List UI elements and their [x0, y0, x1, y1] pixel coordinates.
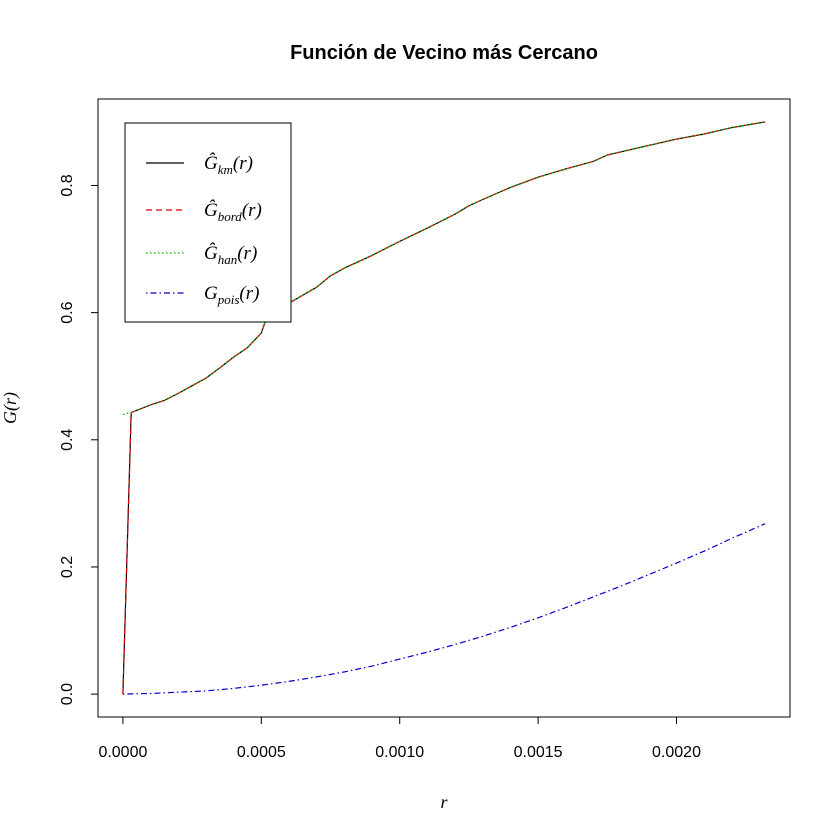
- x-axis: 0.0000 0.0005 0.0010 0.0015 0.0020: [98, 716, 701, 761]
- x-tick-label: 0.0010: [375, 744, 424, 761]
- series-layer: [122, 121, 766, 695]
- chart-title: Función de Vecino más Cercano: [290, 42, 598, 64]
- legend-label-km: Ĝkm(r): [204, 152, 253, 177]
- y-tick-label: 0.4: [59, 429, 76, 451]
- series-line-pois: [122, 523, 766, 695]
- x-tick-label: 0.0005: [237, 744, 286, 761]
- x-tick-label: 0.0000: [98, 744, 147, 761]
- legend-label-bord: Ĝbord(r): [204, 199, 262, 224]
- legend-label-han: Ĝhan(r): [204, 242, 257, 267]
- x-axis-label: r: [440, 792, 448, 812]
- y-tick-label: 0.2: [59, 556, 76, 578]
- legend-label-pois: Gpois(r): [204, 283, 259, 307]
- legend-box: [124, 122, 292, 323]
- y-tick-label: 0.0: [59, 683, 76, 705]
- y-tick-label: 0.6: [59, 301, 76, 323]
- x-tick-label: 0.0020: [652, 744, 701, 761]
- legend: Ĝkm(r) Ĝbord(r) Ĝhan(r) Gpois(r): [124, 122, 292, 323]
- y-tick-label: 0.8: [59, 174, 76, 196]
- y-axis-label: G(r): [0, 392, 21, 424]
- y-axis: 0.0 0.2 0.4 0.6 0.8: [59, 174, 99, 705]
- x-tick-label: 0.0015: [514, 744, 563, 761]
- series-line-bord: [122, 121, 766, 695]
